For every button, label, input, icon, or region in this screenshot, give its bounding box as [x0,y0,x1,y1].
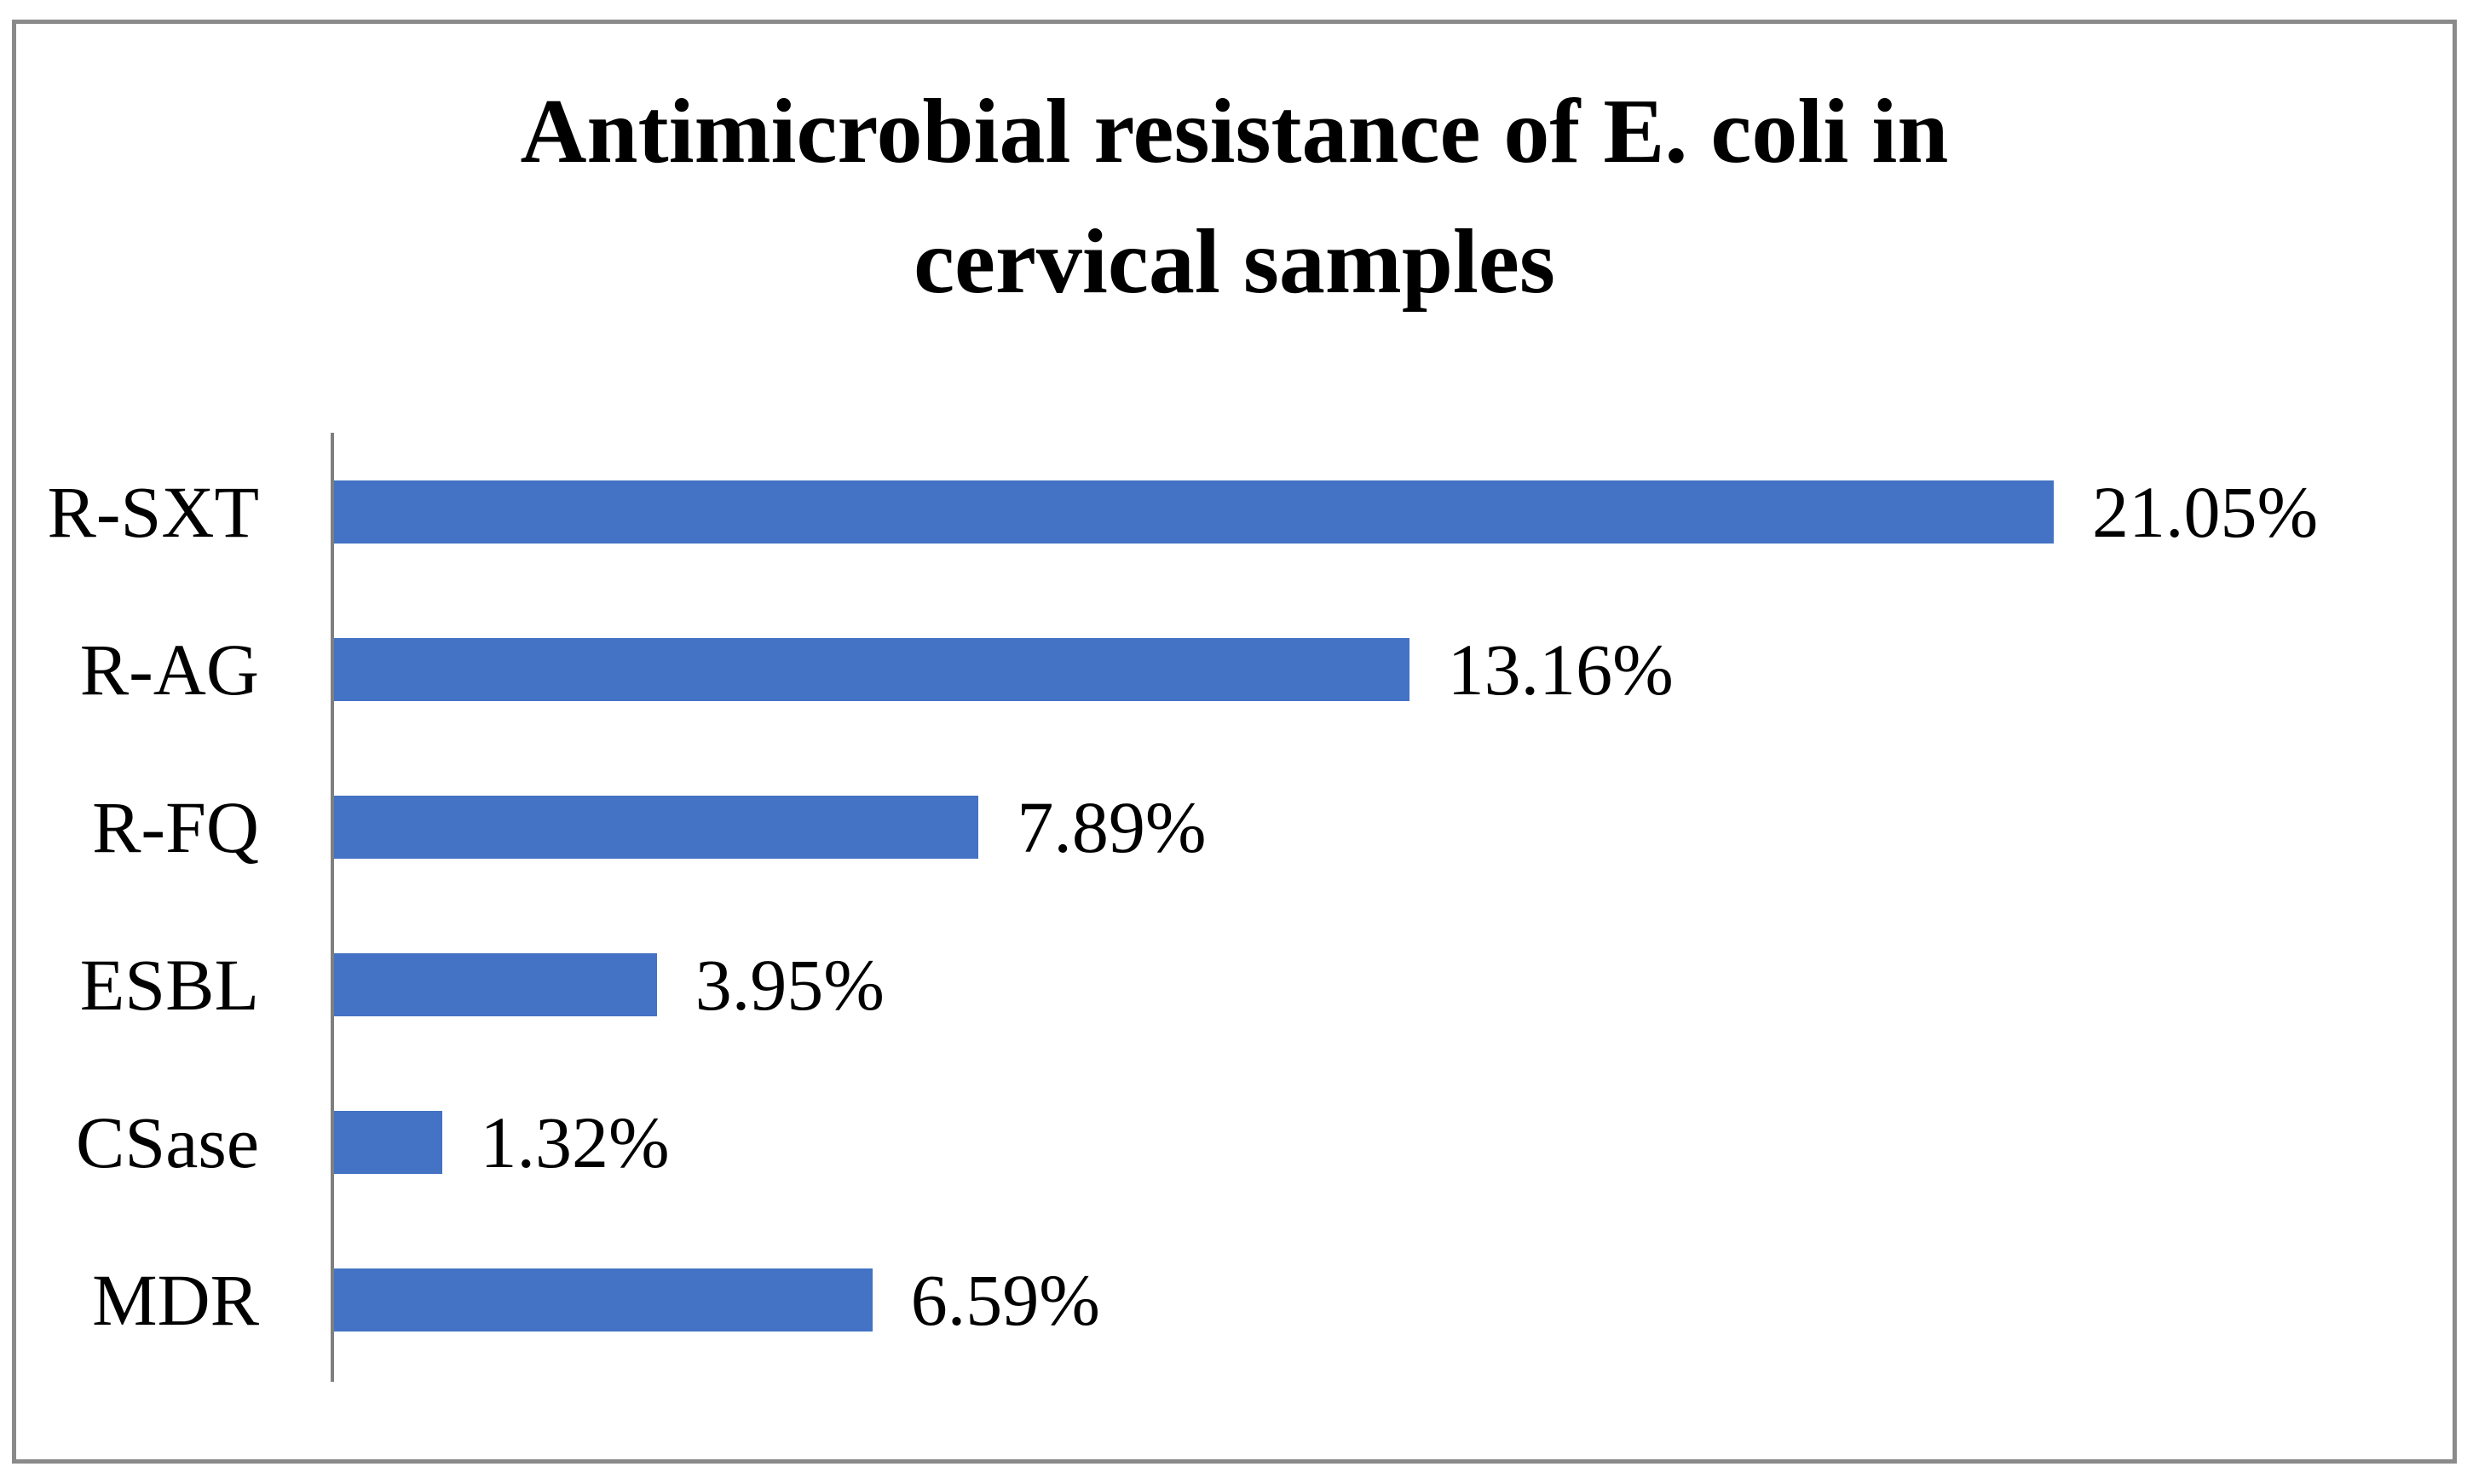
plot-area: 21.05% 13.16% 7.89% 3.95% 1.32% 6.59% [334,433,2444,1378]
chart-container: Antimicrobial resistance of E. coli in c… [12,20,2457,1464]
bar [334,1110,442,1174]
chart-title-line-1: Antimicrobial resistance of E. coli in [520,81,1949,182]
bar-row: 1.32% [334,1063,2444,1221]
value-label: 13.16% [1447,628,1674,710]
category-label: R-SXT [47,470,259,553]
value-label: 1.32% [480,1101,670,1183]
bar-row: 21.05% [334,433,2444,590]
chart-title: Antimicrobial resistance of E. coli in c… [16,66,2453,327]
bar [334,795,979,859]
bar-row: 6.59% [334,1221,2444,1378]
category-label: R-AG [79,628,259,710]
bar-row: 3.95% [334,906,2444,1063]
category-label: ESBL [79,943,259,1026]
value-label: 6.59% [910,1258,1100,1341]
bar-row: 7.89% [334,748,2444,906]
value-label: 3.95% [695,943,885,1026]
bar [334,1268,873,1332]
category-label: R-FQ [92,785,259,868]
chart-title-line-2: cervical samples [914,211,1555,313]
value-label: 7.89% [1017,785,1207,868]
category-label: MDR [92,1258,259,1341]
value-label: 21.05% [2092,470,2319,553]
bar-row: 13.16% [334,590,2444,748]
bar [334,480,2054,544]
bar [334,952,657,1016]
category-label: CSase [76,1101,259,1183]
y-axis-line [331,433,334,1382]
category-axis-labels: R-SXT R-AG R-FQ ESBL CSase MDR [16,433,334,1378]
bar [334,637,1409,701]
